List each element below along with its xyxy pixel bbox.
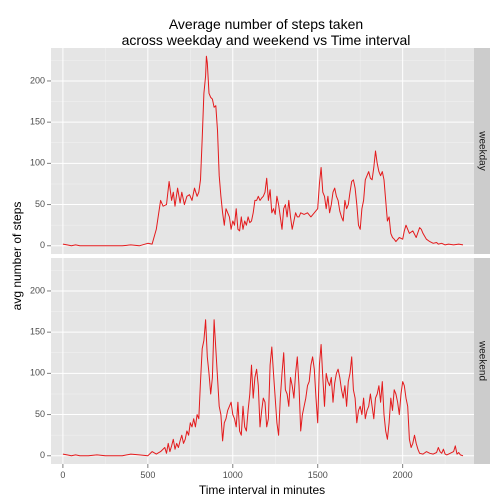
chart-title-line-1: Average number of steps taken — [169, 16, 363, 32]
series-line-weekday — [62, 55, 464, 247]
x-tick-label: 500 — [140, 470, 155, 480]
x-tick-label: 2000 — [393, 470, 413, 480]
x-tick-label: 0 — [60, 470, 65, 480]
y-tick-label: 200 — [30, 285, 45, 295]
panel-weekday: weekday — [51, 48, 490, 254]
x-tick-label: 1000 — [223, 470, 243, 480]
strip-background — [474, 258, 490, 464]
strip-background — [474, 48, 490, 254]
x-tick-label: 1500 — [308, 470, 328, 480]
y-tick-label: 100 — [30, 368, 45, 378]
x-axis-label: Time interval in minutes — [199, 483, 325, 497]
strip-label-weekday: weekday — [476, 130, 487, 170]
panel-background — [51, 258, 474, 464]
y-tick-label: 0 — [40, 240, 45, 250]
panel-background — [51, 48, 474, 254]
y-tick-label: 150 — [30, 327, 45, 337]
series-line-weekend — [62, 319, 464, 457]
y-tick-label: 0 — [40, 450, 45, 460]
panel-weekend: weekend — [51, 258, 490, 464]
y-tick-label: 50 — [35, 199, 45, 209]
strip-label-weekend: weekend — [476, 340, 487, 381]
y-tick-label: 200 — [30, 75, 45, 85]
chart-title-line-2: across weekday and weekend vs Time inter… — [122, 32, 411, 48]
gridlines — [51, 258, 474, 464]
y-tick-label: 150 — [30, 117, 45, 127]
y-tick-label: 100 — [30, 158, 45, 168]
y-axis-label: avg number of steps — [10, 202, 24, 311]
y-tick-label: 50 — [35, 409, 45, 419]
